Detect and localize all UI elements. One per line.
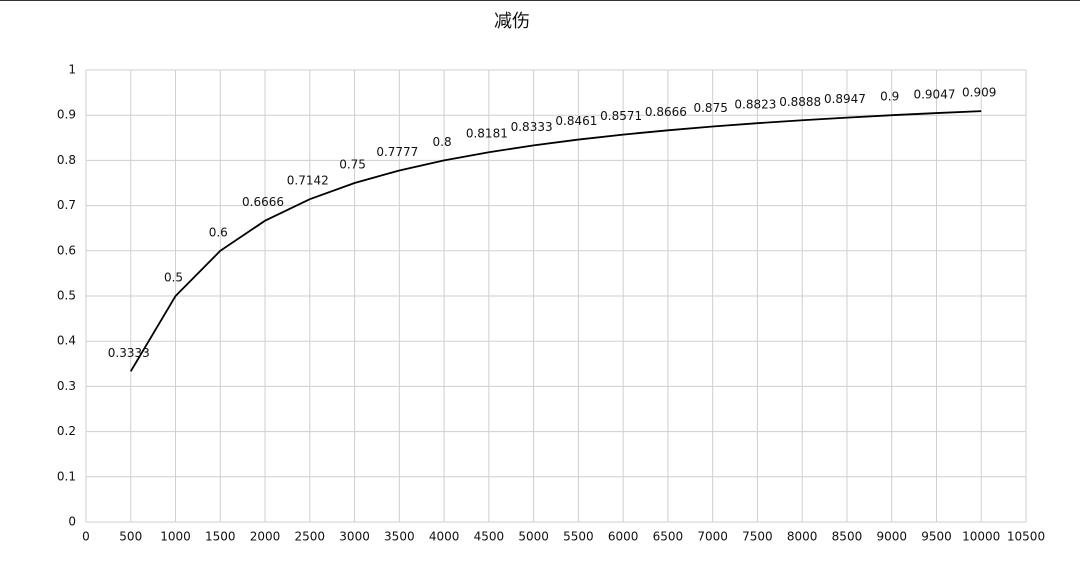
x-tick-label: 4000: [429, 530, 460, 544]
data-label: 0.7777: [376, 145, 418, 159]
y-tick-label: 1: [68, 63, 76, 77]
data-label: 0.8947: [824, 92, 866, 106]
y-tick-label: 0: [68, 515, 76, 529]
data-label: 0.875: [693, 101, 727, 115]
y-tick-label: 0.5: [57, 289, 76, 303]
data-label: 0.6: [209, 225, 228, 239]
x-tick-label: 10500: [1007, 530, 1045, 544]
x-tick-label: 1000: [160, 530, 191, 544]
y-tick-label: 0.6: [57, 243, 76, 257]
x-tick-label: 7000: [697, 530, 728, 544]
data-label: 0.7142: [287, 174, 329, 188]
data-label: 0.5: [164, 271, 183, 285]
x-tick-label: 9000: [876, 530, 907, 544]
x-tick-label: 7500: [742, 530, 773, 544]
x-tick-label: 10000: [962, 530, 1000, 544]
data-line: [129, 110, 982, 372]
data-label: 0.9047: [913, 88, 955, 102]
x-tick-label: 5500: [563, 530, 594, 544]
x-tick-label: 3500: [384, 530, 415, 544]
x-tick-label: 500: [119, 530, 142, 544]
data-label: 0.8571: [600, 109, 642, 123]
data-label: 0.8181: [466, 127, 508, 141]
x-tick-label: 0: [82, 530, 90, 544]
x-tick-label: 1500: [205, 530, 236, 544]
y-tick-label: 0.7: [57, 198, 76, 212]
x-tick-label: 9500: [921, 530, 952, 544]
y-tick-label: 0.4: [57, 334, 76, 348]
y-tick-label: 0.9: [57, 108, 76, 122]
chart-title: 减伤: [494, 11, 530, 32]
x-tick-label: 2500: [295, 530, 326, 544]
y-tick-label: 0.1: [57, 469, 76, 483]
data-label: 0.8666: [645, 105, 687, 119]
x-tick-label: 8500: [832, 530, 863, 544]
y-tick-label: 0.2: [57, 424, 76, 438]
data-label: 0.8461: [555, 114, 597, 128]
x-tick-label: 3000: [339, 530, 370, 544]
data-label: 0.8823: [734, 98, 776, 112]
x-tick-label: 8000: [787, 530, 818, 544]
y-tick-label: 0.3: [57, 379, 76, 393]
data-label: 0.3333: [108, 346, 150, 360]
data-label: 0.8: [433, 135, 452, 149]
data-label: 0.6666: [242, 195, 284, 209]
data-label: 0.75: [339, 158, 366, 172]
x-tick-label: 6500: [653, 530, 684, 544]
x-tick-label: 6000: [608, 530, 639, 544]
data-label: 0.9: [880, 90, 899, 104]
data-label: 0.8888: [779, 95, 821, 109]
data-label: 0.909: [962, 86, 996, 100]
x-tick-label: 5000: [518, 530, 549, 544]
x-tick-label: 2000: [250, 530, 281, 544]
y-tick-label: 0.8: [57, 153, 76, 167]
data-label: 0.8333: [511, 120, 553, 134]
x-tick-label: 4500: [474, 530, 505, 544]
